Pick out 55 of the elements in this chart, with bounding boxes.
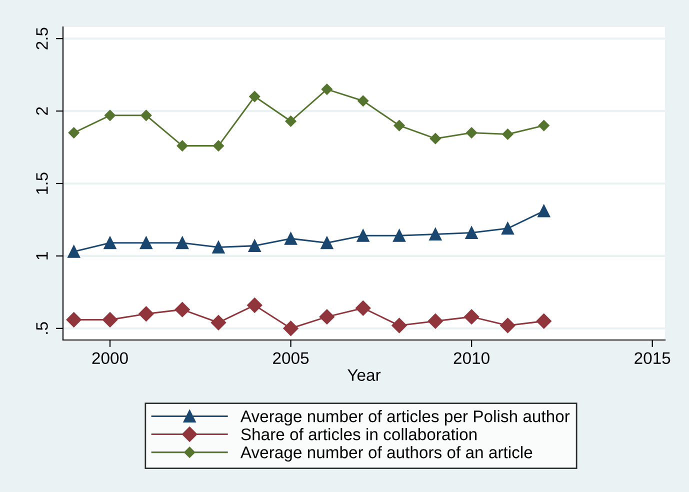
- y-tick-label: 1.5: [36, 172, 48, 194]
- x-tick-label: 2005: [273, 352, 309, 364]
- point: [138, 306, 154, 322]
- point: [356, 229, 370, 242]
- point: [464, 309, 480, 324]
- point: [210, 315, 226, 330]
- point: [140, 236, 152, 250]
- legend-label: Share of articles in collaboration: [241, 428, 477, 440]
- point: [102, 312, 118, 328]
- point: [430, 133, 441, 144]
- x-axis-title: Year: [348, 369, 381, 381]
- legend-label: Average number of authors of an article: [240, 446, 532, 462]
- point: [104, 236, 116, 250]
- point: [212, 140, 224, 152]
- legend-label: Average number of articles per Polish author: [240, 410, 570, 426]
- point: [249, 91, 260, 102]
- point: [356, 300, 371, 316]
- x-tick-label: 2015: [634, 352, 670, 364]
- point: [320, 236, 334, 250]
- point: [500, 318, 516, 334]
- point: [68, 245, 80, 258]
- point: [319, 309, 335, 324]
- point: [283, 320, 298, 336]
- point: [393, 229, 406, 242]
- y-tick-label: 2: [36, 107, 48, 115]
- point: [428, 314, 443, 329]
- point: [538, 120, 550, 132]
- point: [68, 127, 80, 138]
- x-tick-label: 2010: [454, 352, 490, 364]
- point: [392, 318, 407, 334]
- x-tick-label: 2000: [92, 352, 128, 364]
- point: [176, 140, 188, 152]
- point: [536, 314, 552, 329]
- point: [538, 204, 550, 218]
- point: [212, 241, 225, 254]
- point: [465, 226, 478, 240]
- point: [174, 302, 190, 318]
- point: [321, 84, 332, 95]
- point: [358, 95, 369, 106]
- point: [248, 240, 261, 252]
- point: [501, 222, 514, 235]
- point: [176, 236, 189, 250]
- point: [66, 312, 82, 328]
- point: [247, 298, 262, 313]
- point: [284, 232, 298, 245]
- y-tick-label: .5: [36, 322, 48, 334]
- point: [104, 110, 116, 121]
- y-tick-label: 2.5: [36, 28, 48, 50]
- point: [502, 128, 514, 140]
- y-tick-label: 1: [36, 252, 48, 260]
- point: [429, 228, 442, 240]
- point: [285, 116, 296, 127]
- point: [466, 127, 478, 138]
- point: [140, 110, 152, 121]
- point: [394, 120, 405, 132]
